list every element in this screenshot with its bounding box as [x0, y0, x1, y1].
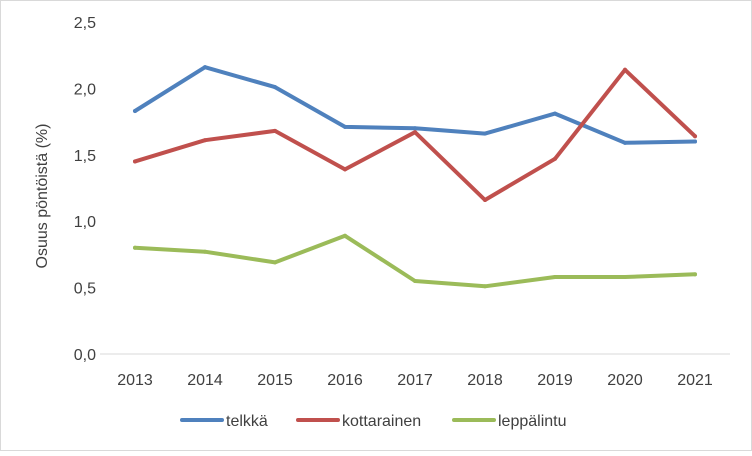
- data-point: [273, 260, 277, 265]
- x-tick-label: 2015: [257, 372, 293, 389]
- data-point: [693, 134, 697, 139]
- x-tick-label: 2020: [607, 372, 643, 389]
- data-point: [413, 126, 417, 131]
- data-point: [413, 278, 417, 283]
- data-point: [623, 67, 627, 72]
- legend: telkkä kottarainen leppälintu: [180, 413, 567, 430]
- y-tick-label: 1,0: [74, 214, 96, 231]
- legend-label: kottarainen: [342, 413, 421, 430]
- data-point: [203, 249, 207, 254]
- data-point: [133, 108, 137, 113]
- data-point: [133, 245, 137, 250]
- data-point: [343, 167, 347, 172]
- data-point: [203, 138, 207, 143]
- y-tick-label: 1,5: [74, 148, 96, 165]
- legend-label: telkkä: [226, 413, 268, 430]
- x-tick-label: 2014: [187, 372, 223, 389]
- data-point: [343, 233, 347, 238]
- x-tick-label: 2021: [677, 372, 713, 389]
- y-axis-label: Osuus pöntöistä (%): [34, 124, 51, 269]
- data-point: [483, 131, 487, 136]
- data-point: [483, 197, 487, 202]
- series-lines: [133, 65, 697, 289]
- x-tick-label: 2016: [327, 372, 363, 389]
- y-tick-label: 2,5: [74, 15, 96, 32]
- data-point: [553, 111, 557, 116]
- y-tick-label: 0,5: [74, 281, 96, 298]
- x-tick-label: 2013: [117, 372, 153, 389]
- x-tick-label: 2017: [397, 372, 433, 389]
- data-point: [553, 274, 557, 279]
- data-point: [203, 65, 207, 70]
- x-tick-label: 2018: [467, 372, 503, 389]
- y-tick-label: 2,0: [74, 81, 96, 98]
- data-point: [343, 124, 347, 129]
- data-point: [693, 272, 697, 277]
- data-point: [273, 128, 277, 133]
- x-tick-labels: 2013 2014 2015 2016 2017 2018 2019 2020 2021: [117, 372, 713, 389]
- data-point: [553, 156, 557, 161]
- data-point: [693, 139, 697, 144]
- data-point: [273, 85, 277, 90]
- data-point: [623, 274, 627, 279]
- data-point: [413, 130, 417, 135]
- data-point: [133, 159, 137, 164]
- x-tick-label: 2019: [537, 372, 573, 389]
- data-point: [483, 284, 487, 289]
- y-tick-label: 0,0: [74, 347, 96, 364]
- y-tick-labels: 0,0 0,5 1,0 1,5 2,0 2,5: [74, 15, 96, 364]
- legend-label: leppälintu: [498, 413, 567, 430]
- data-point: [623, 140, 627, 145]
